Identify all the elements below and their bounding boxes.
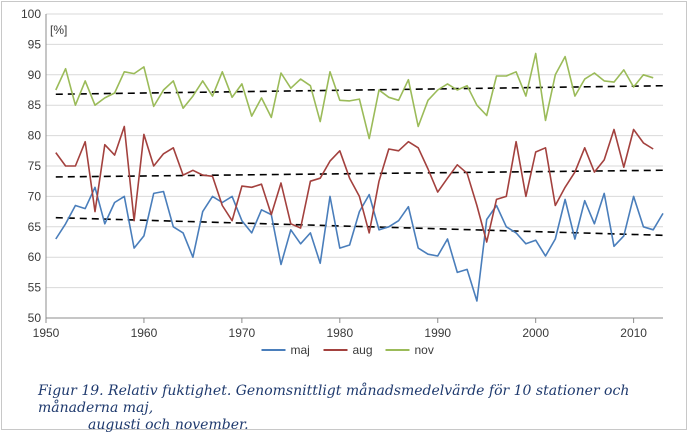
- y-tick-label: 80: [28, 129, 42, 143]
- y-tick-label: 75: [28, 159, 42, 173]
- y-tick-label: 95: [28, 37, 42, 51]
- x-tick-label: 1960: [131, 326, 158, 340]
- y-unit-label: [%]: [50, 23, 67, 37]
- trend-line-maj: [55, 216, 664, 237]
- y-tick-label: 60: [28, 250, 42, 264]
- y-tick-label: 50: [28, 311, 42, 325]
- caption-line-1: Figur 19. Relativ fuktighet. Genomsnittl…: [38, 383, 630, 416]
- series-line-maj: [55, 186, 664, 302]
- x-tick-label: 1970: [229, 326, 256, 340]
- legend-label-maj: maj: [291, 343, 310, 357]
- y-tick-label: 65: [28, 220, 42, 234]
- y-tick-label: 70: [28, 189, 42, 203]
- x-tick-label: 1990: [424, 326, 451, 340]
- legend-label-nov: nov: [415, 343, 434, 357]
- y-tick-label: 90: [28, 68, 42, 82]
- series-line-nov: [55, 52, 654, 140]
- y-tick-label: 55: [28, 281, 42, 295]
- legend-label-aug: aug: [353, 343, 373, 357]
- trend-line-nov: [55, 84, 664, 96]
- x-tick-label: 1950: [33, 326, 60, 340]
- y-tick-label: 100: [21, 7, 41, 21]
- x-tick-label: 2000: [522, 326, 549, 340]
- trend-line-aug: [55, 169, 664, 178]
- series-line-aug: [55, 125, 654, 243]
- caption-line-2: augusti och november.: [88, 417, 249, 433]
- x-tick-label: 1980: [326, 326, 353, 340]
- x-tick-label: 2010: [620, 326, 647, 340]
- y-tick-label: 85: [28, 98, 42, 112]
- figure-caption: Figur 19. Relativ fuktighet. Genomsnittl…: [38, 383, 678, 434]
